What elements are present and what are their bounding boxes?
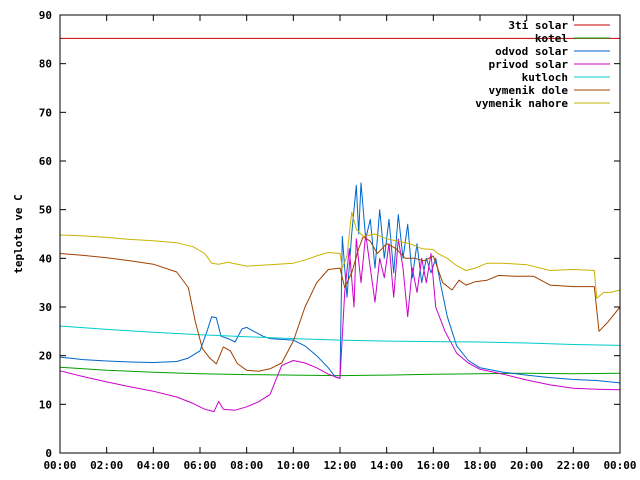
- series-line-vymenik-nahore: [59, 211, 621, 299]
- x-tick-label: 18:00: [463, 459, 496, 472]
- legend-label: vymenik nahore: [475, 97, 568, 110]
- y-tick-label: 70: [39, 106, 52, 119]
- legend-label: kotel: [535, 32, 568, 45]
- x-tick-label: 20:00: [510, 459, 543, 472]
- y-tick-label: 30: [39, 301, 52, 314]
- y-tick-label: 40: [39, 252, 52, 265]
- y-tick-label: 0: [45, 447, 52, 460]
- series-line-kutloch: [59, 325, 621, 346]
- y-tick-label: 10: [39, 398, 52, 411]
- y-tick-label: 90: [39, 9, 52, 22]
- series-line-odvod-solar: [59, 182, 621, 384]
- y-tick-label: 20: [39, 350, 52, 363]
- legend-label: kutloch: [522, 71, 568, 84]
- x-tick-label: 06:00: [183, 459, 216, 472]
- y-tick-label: 50: [39, 204, 52, 217]
- x-tick-label: 16:00: [417, 459, 450, 472]
- x-tick-label: 04:00: [137, 459, 170, 472]
- legend-label: vymenik dole: [489, 84, 569, 97]
- y-tick-label: 80: [39, 58, 52, 71]
- series-line-vymenik-dole: [59, 235, 621, 372]
- x-tick-label: 14:00: [370, 459, 403, 472]
- y-axis-label: teplota ve C: [12, 194, 25, 273]
- legend-label: odvod solar: [495, 45, 568, 58]
- x-tick-label: 12:00: [323, 459, 356, 472]
- legend-label: 3ti solar: [508, 19, 568, 32]
- y-tick-label: 60: [39, 155, 52, 168]
- x-tick-label: 08:00: [230, 459, 263, 472]
- x-tick-label: 10:00: [277, 459, 310, 472]
- x-tick-label: 22:00: [557, 459, 590, 472]
- legend-label: privod solar: [489, 58, 569, 71]
- ticks-layer: 0 10 20 30 40 50 60 70 80 90 00:00 02:00 04:00 06:00 0…: [39, 9, 637, 472]
- x-tick-label: 02:00: [90, 459, 123, 472]
- x-tick-label: 00:00: [43, 459, 76, 472]
- x-tick-label: 00:00: [603, 459, 636, 472]
- series-layer: [59, 37, 621, 413]
